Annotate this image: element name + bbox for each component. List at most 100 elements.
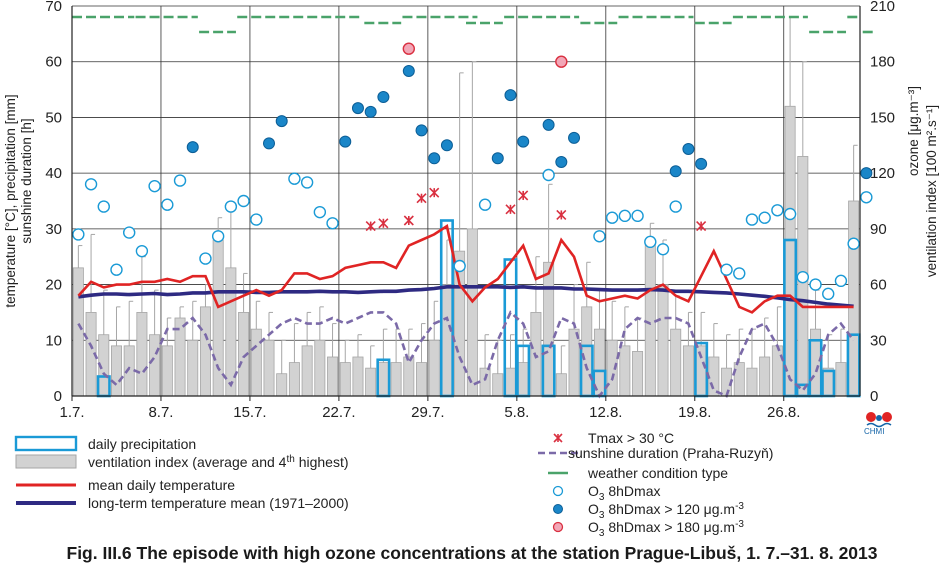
legend-o3-180-o: O xyxy=(588,519,599,535)
ozone-point xyxy=(211,230,225,243)
ventilation-bar xyxy=(187,339,199,397)
weather-series xyxy=(72,15,873,34)
right-tick-label: 30 xyxy=(870,332,887,349)
left-tick-label: 0 xyxy=(54,388,62,405)
logo-text: CHMI xyxy=(864,427,885,436)
legend-o3-120-o: O xyxy=(588,501,599,517)
ozone-point-120 xyxy=(351,102,364,115)
longterm-mean-line xyxy=(78,284,854,309)
ozone-point xyxy=(135,244,149,258)
ventilation-bar xyxy=(835,362,847,397)
ventilation-bar xyxy=(365,367,377,397)
ventilation-bar xyxy=(619,345,631,397)
tmax-marker xyxy=(378,218,389,229)
ozone-point xyxy=(300,176,314,189)
ventilation-bar xyxy=(327,356,339,397)
axes: 0 10 20 30 40 50 60 70 0 30 60 90 120 150 180 210 1.7. 8.… xyxy=(3,0,939,421)
ventilation-bar xyxy=(263,339,275,397)
ventilation-bar xyxy=(682,345,694,397)
legend-vent-text: ventilation index (average and 4 xyxy=(88,454,287,470)
legend-tmax-label: Tmax > 30 °C xyxy=(588,430,674,446)
legend-o3-o: O xyxy=(588,483,599,499)
ozone-point-120 xyxy=(263,137,275,150)
legend-o3-120-label: O3 8hDmax > 120 μg.m-3 xyxy=(588,501,744,521)
legend-o3-text: 8hDmax xyxy=(604,483,660,499)
left-tick-label: 70 xyxy=(45,0,62,15)
ventilation-bar xyxy=(111,345,122,397)
ozone-point xyxy=(326,217,339,230)
tmax-marker xyxy=(696,221,707,232)
tmax-marker xyxy=(518,190,529,201)
ventilation-bar xyxy=(212,239,224,397)
tmax-marker xyxy=(365,221,376,232)
ventilation-bar xyxy=(784,105,796,397)
ventilation-bar xyxy=(848,200,860,397)
ventilation-bar xyxy=(314,339,326,397)
legend-temp-label: mean daily temperature xyxy=(88,477,235,493)
ventilation-bar xyxy=(708,356,720,397)
legend-longterm-label: long-term temperature mean (1971–2000) xyxy=(88,495,349,511)
ozone-point xyxy=(809,278,822,291)
grid xyxy=(71,5,860,397)
ventilation-bar xyxy=(581,306,593,397)
legend-o3-sub: 3 xyxy=(599,492,605,503)
ventilation-bar xyxy=(657,284,669,397)
left-tick-label: 10 xyxy=(45,332,62,349)
legend-o3-180-icon xyxy=(552,521,564,533)
ventilation-bar xyxy=(632,351,644,397)
ventilation-bar xyxy=(492,373,504,397)
ozone-point xyxy=(84,178,98,191)
ozone-point xyxy=(542,168,555,182)
ventilation-bar xyxy=(822,367,834,397)
ozone-point-120 xyxy=(428,152,441,165)
x-tick-label: 15.7. xyxy=(233,404,266,421)
ozone-point xyxy=(618,209,632,223)
ozone-point-180 xyxy=(402,42,416,55)
legend-sunshine-label: sunshine duration (Praha-Ruzyň) xyxy=(568,445,773,461)
x-tick-label: 19.8. xyxy=(678,404,711,421)
ozone-point xyxy=(656,243,670,256)
longterm-series xyxy=(78,284,854,309)
legend-precip-label: daily precipitation xyxy=(88,436,196,452)
sunshine-series xyxy=(77,310,855,399)
ozone-point xyxy=(199,252,212,265)
ventilation-bar xyxy=(517,362,529,397)
left-tick-label: 60 xyxy=(45,54,62,71)
right-axis-title: ozone [μg.m⁻³] xyxy=(906,86,921,176)
ozone-point-120 xyxy=(682,143,695,155)
ventilation-bar xyxy=(555,373,567,397)
ventilation-bar xyxy=(339,362,351,397)
right-tick-label: 210 xyxy=(870,0,895,15)
ozone-point xyxy=(720,263,733,276)
ozone-point xyxy=(758,211,771,224)
ozone-point xyxy=(593,230,606,243)
ozone-point xyxy=(605,211,619,224)
right-tick-label: 180 xyxy=(870,54,895,71)
ventilation-bar xyxy=(301,345,313,397)
ventilation-bar xyxy=(695,345,707,397)
legend-weather-label: weather condition type xyxy=(587,465,728,481)
ventilation-bar xyxy=(479,367,491,397)
ozone-point xyxy=(173,174,187,187)
ozone-point-120 xyxy=(402,65,415,77)
ventilation-bar xyxy=(441,284,453,397)
ventilation-bar xyxy=(390,362,402,397)
ventilation-bar xyxy=(568,328,580,397)
ventilation-bar xyxy=(161,345,173,397)
legend-precip-swatch xyxy=(14,435,78,452)
ozone-point xyxy=(97,200,110,213)
legend-vent-label: ventilation index (average and 4th highe… xyxy=(88,454,349,470)
right-tick-label: 0 xyxy=(870,388,878,405)
sunshine-line xyxy=(77,310,855,399)
left-tick-label: 20 xyxy=(45,277,62,294)
tmax-marker xyxy=(416,193,427,204)
ozone-point xyxy=(644,235,657,249)
x-tick-label: 26.8. xyxy=(767,404,800,421)
ozone-point-180 xyxy=(555,55,568,68)
ozone-point xyxy=(237,194,250,208)
legend-o3-180-label: O3 8hDmax > 180 μg.m-3 xyxy=(588,519,744,539)
ozone-point xyxy=(72,228,85,241)
ozone-point xyxy=(313,205,327,219)
right-tick-label: 60 xyxy=(870,277,887,294)
ventilation-bar xyxy=(670,328,682,397)
